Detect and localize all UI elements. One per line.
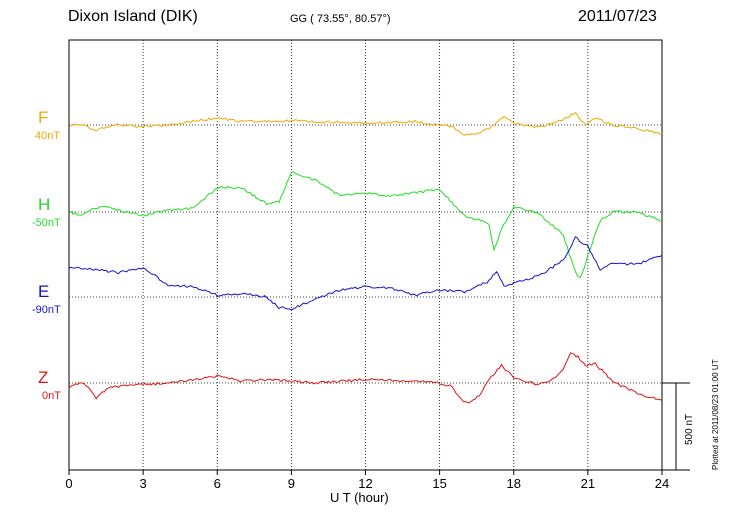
x-tick-label: 15: [432, 476, 446, 491]
plotted-timestamp: Plotted at 2011/08/23 01:00 UT: [711, 359, 720, 470]
series-line-H: [68, 171, 663, 279]
station-coordinates: GG ( 73.55°, 80.57°): [290, 13, 391, 25]
scale-bar: 500 nT: [662, 382, 695, 471]
baseline-label-E: -90nT: [32, 304, 61, 316]
x-tick-label: 18: [507, 476, 521, 491]
x-tick-label: 24: [655, 476, 669, 491]
x-tick-label: 12: [358, 476, 372, 491]
baseline-label-Z: 0nT: [42, 390, 61, 402]
scale-bar-label: 500 nT: [684, 414, 695, 445]
x-tick-label: 9: [288, 476, 295, 491]
x-tick-label: 3: [140, 476, 147, 491]
series-line-Z: [68, 352, 663, 404]
series-line-F: [68, 111, 663, 136]
series-label-F: F: [38, 108, 49, 127]
series-label-H: H: [38, 195, 51, 214]
x-tick-label: 0: [65, 476, 72, 491]
baseline-label-H: -50nT: [32, 217, 61, 229]
series-group: [68, 111, 663, 404]
plot-frame: [68, 39, 663, 471]
baseline-label-F: 40nT: [35, 130, 61, 142]
station-title: Dixon Island (DIK): [68, 8, 198, 25]
x-tick-label: 21: [581, 476, 595, 491]
series-line-E: [68, 235, 663, 311]
x-tick-label: 6: [214, 476, 221, 491]
grid: [69, 40, 662, 470]
series-label-E: E: [38, 282, 50, 301]
plot-date: 2011/07/23: [578, 8, 657, 25]
series-label-Z: Z: [38, 368, 49, 387]
x-axis-label: U T (hour): [330, 490, 389, 505]
x-axis-ticks: 0 3 6 9 12 15 18 21 24: [65, 470, 669, 491]
